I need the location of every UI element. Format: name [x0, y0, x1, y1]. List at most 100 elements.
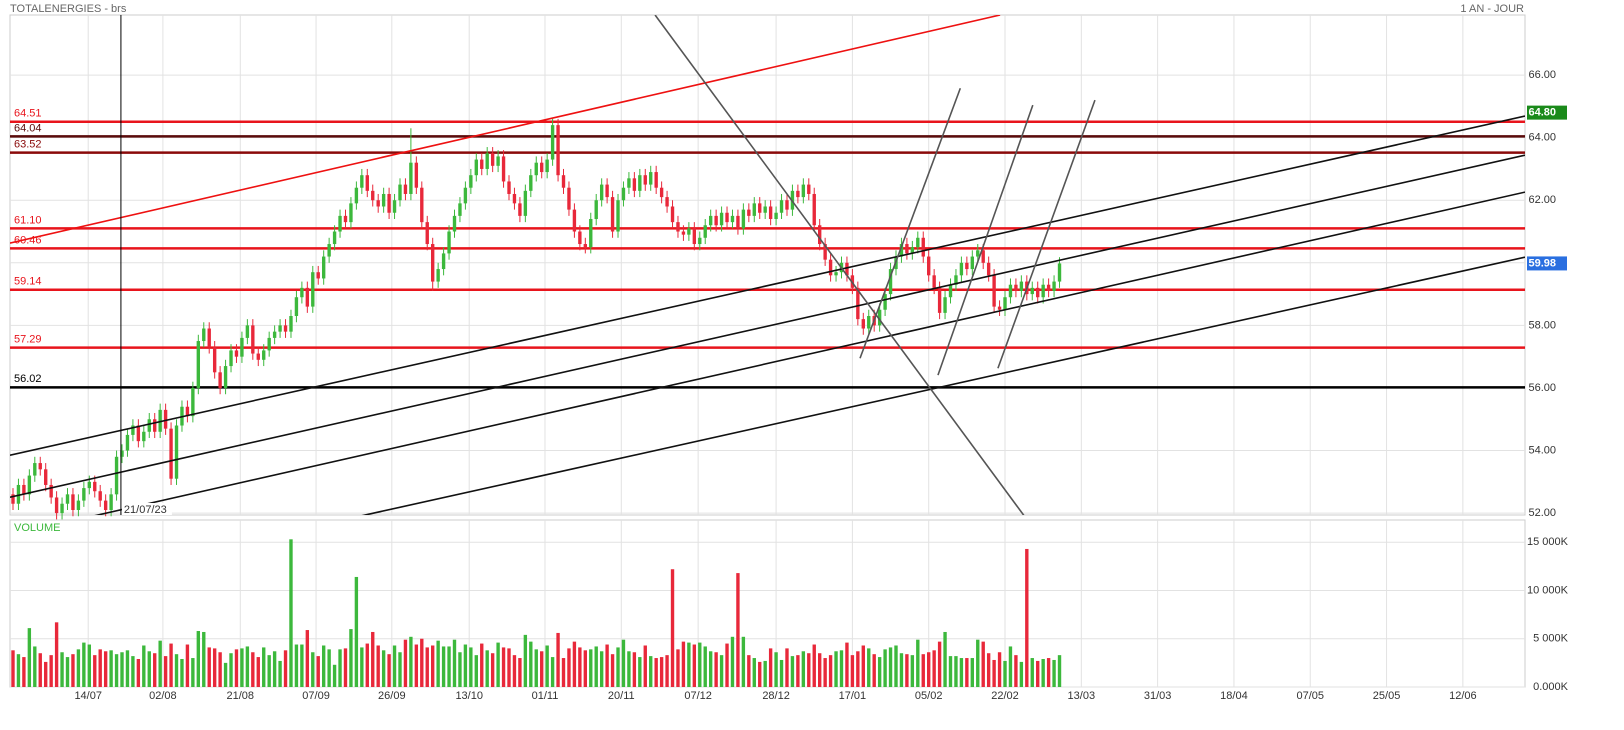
volume-bar [327, 649, 331, 687]
volume-bar [103, 651, 108, 687]
volume-bar [719, 655, 724, 687]
level-label: 64.51 [14, 108, 42, 120]
candle-body [1008, 284, 1013, 298]
volume-bar [76, 649, 81, 687]
candle-body [899, 244, 904, 257]
level-label: 56.02 [14, 373, 42, 385]
candle-body [905, 244, 909, 254]
volume-bar [174, 654, 179, 687]
volume-bar [38, 653, 42, 687]
volume-bar [82, 642, 86, 687]
volume-bar [572, 641, 577, 687]
candle-body [54, 497, 59, 514]
x-tick-label: 07/12 [684, 690, 712, 702]
volume-bar [480, 643, 484, 687]
candle-body [997, 306, 1002, 310]
candle-body [251, 325, 255, 354]
volume-bar [839, 650, 844, 687]
volume-bar [1046, 658, 1051, 687]
candle-body [1030, 287, 1034, 295]
candle-body [163, 409, 168, 429]
price-tag-label: 59.98 [1528, 257, 1556, 269]
candle-body [125, 434, 130, 451]
candle-body [512, 193, 517, 204]
volume-bar [610, 654, 615, 687]
volume-bar [381, 650, 386, 687]
volume-bar [33, 646, 37, 687]
volume-bar [954, 656, 958, 687]
candle-body [376, 200, 380, 207]
candle-body [828, 259, 833, 276]
candle-body [289, 316, 293, 332]
volume-bar [594, 646, 598, 687]
volume-bar [360, 647, 364, 687]
candle-body [698, 237, 702, 245]
candle-body [262, 350, 266, 360]
candle-body [480, 159, 484, 169]
trendline [937, 104, 1034, 376]
volume-bar [747, 655, 751, 687]
volume-bar [1025, 548, 1029, 687]
volume-bar [796, 655, 800, 687]
volume-bar [916, 639, 920, 687]
candle-body [321, 256, 326, 279]
volume-bar [905, 654, 909, 687]
candle-body [1014, 284, 1018, 291]
candle-body [921, 237, 925, 257]
volume-bar [801, 651, 806, 687]
volume-bar [1014, 655, 1018, 687]
candle-body [381, 193, 386, 207]
volume-bar [54, 622, 59, 687]
candle-body [136, 425, 141, 442]
volume-bar [523, 634, 528, 687]
volume-bar [676, 649, 680, 687]
volume-bar [605, 644, 609, 687]
candle-body [256, 353, 260, 360]
candle-body [414, 162, 419, 188]
candle-body [120, 450, 124, 457]
candle-body [719, 212, 724, 226]
volume-bar [234, 649, 239, 687]
volume-bar [185, 644, 190, 687]
candle-body [823, 244, 827, 260]
candle-body [436, 269, 440, 282]
candle-body [441, 253, 446, 270]
volume-bar [1019, 661, 1024, 687]
volume-bar [545, 645, 549, 687]
candle-body [540, 162, 544, 173]
candle-body [736, 215, 740, 229]
volume-bar [670, 569, 675, 687]
candle-body [490, 153, 495, 166]
candle-body [327, 244, 331, 257]
candle-body [398, 184, 402, 201]
candle-body [834, 272, 838, 276]
volume-bar [191, 658, 195, 687]
candle-body [76, 500, 81, 510]
candle-body [583, 244, 588, 248]
volume-bar [196, 631, 201, 687]
volume-bar [142, 645, 146, 687]
candle-body [87, 481, 91, 489]
x-tick-label: 18/04 [1220, 690, 1248, 702]
volume-bar [27, 628, 32, 687]
trendline [859, 87, 962, 359]
candle-body [937, 287, 942, 313]
x-tick-label: 05/02 [915, 690, 943, 702]
trendline [10, 115, 1525, 457]
candle-body [883, 294, 887, 310]
volume-bar [812, 644, 816, 687]
volume-bar [981, 641, 985, 687]
trendline [997, 99, 1096, 369]
volume-bar [223, 662, 228, 687]
candle-body [496, 156, 500, 166]
candle-body [272, 331, 277, 338]
volume-bar [708, 651, 713, 687]
candle-body [1057, 263, 1062, 282]
candle-body [970, 256, 974, 270]
volume-bar [845, 642, 849, 687]
candle-body [22, 484, 26, 495]
volume-bar [807, 653, 811, 687]
volume-bar [861, 645, 865, 687]
candle-body [518, 203, 522, 216]
y-tick-label: 52.00 [1528, 507, 1556, 519]
